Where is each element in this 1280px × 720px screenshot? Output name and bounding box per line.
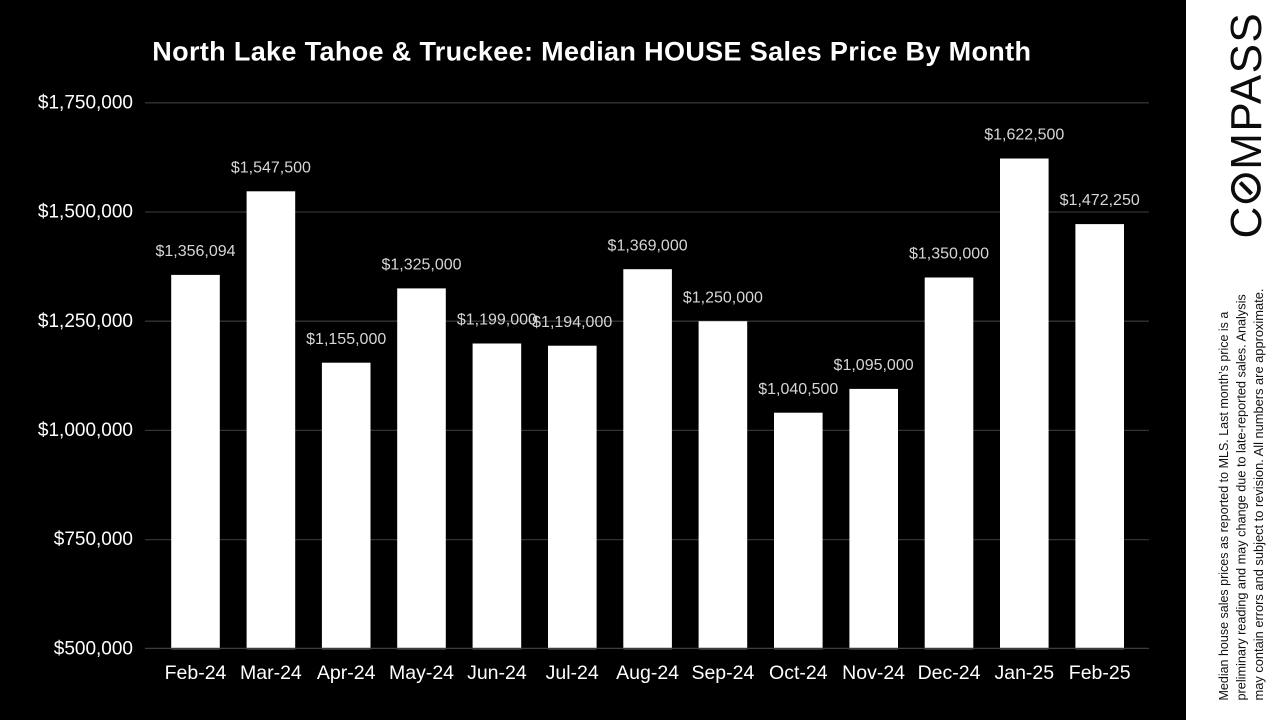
svg-text:Jun-24: Jun-24: [467, 662, 527, 684]
svg-text:Feb-25: Feb-25: [1069, 662, 1131, 684]
svg-text:$1,194,000: $1,194,000: [532, 314, 612, 331]
svg-text:$1,500,000: $1,500,000: [38, 202, 133, 223]
svg-text:$1,350,000: $1,350,000: [909, 246, 989, 263]
svg-text:MPASS: MPASS: [1222, 12, 1271, 170]
svg-text:Sep-24: Sep-24: [691, 662, 754, 684]
svg-text:$1,155,000: $1,155,000: [306, 331, 386, 348]
svg-text:May-24: May-24: [389, 662, 454, 684]
svg-text:Apr-24: Apr-24: [317, 662, 376, 684]
svg-text:$1,095,000: $1,095,000: [834, 357, 914, 374]
svg-text:$750,000: $750,000: [54, 529, 133, 550]
svg-text:Feb-24: Feb-24: [165, 662, 227, 684]
svg-text:Jan-25: Jan-25: [994, 662, 1054, 684]
svg-text:$1,750,000: $1,750,000: [38, 92, 133, 113]
svg-text:$1,356,094: $1,356,094: [155, 243, 235, 260]
svg-text:Jul-24: Jul-24: [546, 662, 599, 684]
svg-text:$1,250,000: $1,250,000: [38, 311, 133, 332]
svg-text:$1,000,000: $1,000,000: [38, 420, 133, 441]
svg-text:preliminary reading and may ch: preliminary reading and may change due t…: [1234, 294, 1248, 700]
svg-text:Aug-24: Aug-24: [616, 662, 679, 684]
svg-text:Dec-24: Dec-24: [918, 662, 981, 684]
svg-text:Nov-24: Nov-24: [842, 662, 905, 684]
svg-text:Median house sales prices as r: Median house sales prices as reported to…: [1217, 312, 1231, 701]
svg-text:may contain errors and subject: may contain errors and subject to revisi…: [1251, 289, 1266, 701]
svg-text:$1,325,000: $1,325,000: [381, 257, 461, 274]
svg-text:$1,040,500: $1,040,500: [758, 381, 838, 398]
svg-text:Oct-24: Oct-24: [769, 662, 828, 684]
svg-text:$1,472,250: $1,472,250: [1060, 192, 1140, 209]
svg-text:North Lake Tahoe & Truckee: Me: North Lake Tahoe & Truckee: Median HOUSE…: [152, 37, 1031, 67]
svg-text:$1,369,000: $1,369,000: [608, 237, 688, 254]
svg-text:Mar-24: Mar-24: [240, 662, 302, 684]
svg-text:C: C: [1222, 205, 1271, 238]
svg-text:$1,547,500: $1,547,500: [231, 159, 311, 176]
svg-text:$1,199,000: $1,199,000: [457, 312, 537, 329]
svg-text:$500,000: $500,000: [54, 638, 133, 659]
svg-text:$1,250,000: $1,250,000: [683, 289, 763, 306]
svg-text:$1,622,500: $1,622,500: [984, 127, 1064, 144]
